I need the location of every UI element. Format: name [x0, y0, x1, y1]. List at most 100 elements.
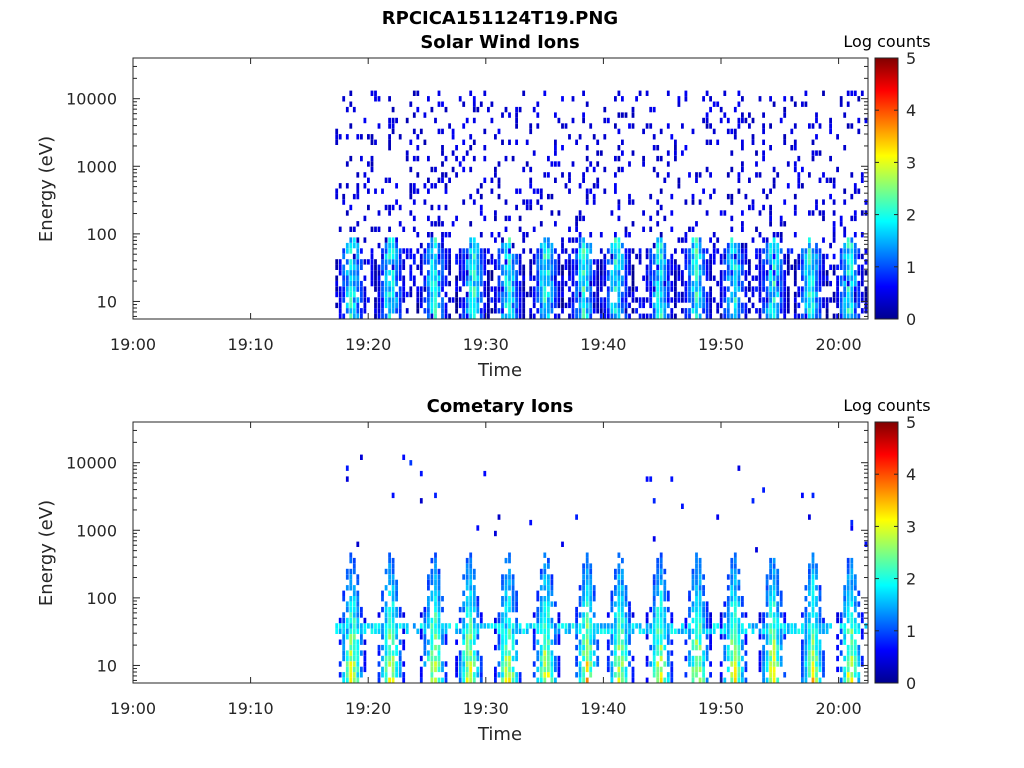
heatmap-cell: [462, 661, 466, 667]
heatmap-cell: [547, 308, 550, 314]
heatmap-cell: [585, 248, 589, 254]
heatmap-cell: [772, 612, 776, 618]
heatmap-cell: [352, 557, 356, 564]
heatmap-cell: [465, 253, 469, 260]
heatmap-cell: [649, 248, 653, 254]
heatmap-cell: [850, 525, 854, 531]
heatmap-cell: [476, 297, 480, 303]
heatmap-cell: [652, 606, 656, 613]
heatmap-cell: [617, 248, 621, 254]
heatmap-cell: [793, 623, 797, 629]
heatmap-cell: [839, 96, 843, 102]
heatmap-cell: [578, 596, 582, 602]
heatmap-cell: [631, 199, 635, 205]
heatmap-cell: [575, 264, 578, 270]
heatmap-cell: [529, 270, 533, 276]
heatmap-cell: [511, 601, 515, 607]
heatmap-cell: [561, 237, 564, 243]
heatmap-cell: [621, 617, 624, 624]
heatmap-cell: [666, 590, 670, 596]
heatmap-cell: [843, 264, 847, 270]
heatmap-cell: [603, 628, 607, 634]
heatmap-cell: [437, 655, 441, 662]
heatmap-cell: [638, 248, 642, 254]
heatmap-cell: [430, 661, 434, 667]
heatmap-cell: [649, 606, 653, 613]
heatmap-cell: [472, 291, 476, 298]
heatmap-cell: [783, 308, 787, 314]
heatmap-cell: [730, 193, 734, 200]
heatmap-cell: [748, 270, 751, 276]
heatmap-cell: [504, 226, 508, 232]
heatmap-cell: [465, 568, 469, 575]
heatmap-cell: [518, 286, 522, 292]
heatmap-cell: [547, 297, 550, 303]
heatmap-cell: [709, 270, 712, 276]
heatmap-cell: [539, 677, 543, 683]
heatmap-cell: [494, 617, 497, 624]
heatmap-cell: [338, 264, 342, 270]
heatmap-cell: [606, 117, 610, 124]
heatmap-cell: [811, 639, 815, 645]
heatmap-cell: [448, 313, 451, 319]
heatmap-cell: [338, 134, 342, 140]
heatmap-cell: [511, 639, 515, 645]
heatmap-cell: [652, 106, 656, 113]
heatmap-cell: [381, 590, 384, 596]
heatmap-cell: [384, 612, 388, 618]
heatmap-cell: [783, 270, 787, 276]
heatmap-cell: [381, 644, 384, 651]
heatmap-cell: [624, 264, 628, 270]
heatmap-cell: [564, 264, 568, 270]
heatmap-cell: [645, 661, 649, 667]
heatmap-cell: [829, 280, 832, 287]
heatmap-cell: [751, 134, 755, 140]
heatmap-cell: [741, 264, 744, 270]
heatmap-cell: [758, 628, 762, 634]
heatmap-cell: [832, 226, 836, 232]
heatmap-cell: [536, 617, 540, 624]
heatmap-cell: [345, 248, 349, 254]
heatmap-cell: [349, 242, 353, 249]
heatmap-cell: [705, 313, 709, 319]
heatmap-cell: [585, 612, 589, 618]
heatmap-cell: [582, 291, 585, 298]
heatmap-cell: [342, 672, 346, 678]
heatmap-cell: [335, 128, 339, 135]
heatmap-cell: [737, 634, 741, 640]
heatmap-cell: [395, 628, 398, 634]
heatmap-cell: [444, 259, 448, 265]
heatmap-cell: [381, 634, 384, 640]
heatmap-cell: [497, 259, 501, 265]
heatmap-cell: [409, 193, 413, 200]
heatmap-cell: [801, 639, 804, 645]
heatmap-cell: [726, 270, 730, 276]
heatmap-cell: [599, 270, 603, 276]
heatmap-cell: [762, 661, 765, 667]
heatmap-cell: [733, 574, 737, 580]
heatmap-cell: [825, 308, 829, 314]
heatmap-cell: [860, 661, 864, 667]
heatmap-cell: [818, 248, 822, 254]
heatmap-cell: [624, 655, 628, 662]
heatmap-cell: [476, 666, 480, 673]
heatmap-cell: [790, 264, 794, 270]
heatmap-cell: [571, 275, 575, 281]
heatmap-cell: [864, 210, 868, 216]
heatmap-cell: [441, 232, 444, 238]
heatmap-cell: [416, 188, 420, 194]
heatmap-cell: [843, 672, 847, 678]
heatmap-cell: [758, 308, 762, 314]
heatmap-cell: [695, 286, 698, 292]
heatmap-cell: [370, 628, 374, 634]
heatmap-cell: [857, 264, 861, 270]
heatmap-cell: [716, 237, 720, 243]
heatmap-cell: [356, 253, 360, 260]
heatmap-cell: [659, 128, 663, 135]
heatmap-cell: [853, 297, 857, 303]
heatmap-cell: [709, 237, 712, 243]
heatmap-cell: [860, 612, 864, 618]
heatmap-cell: [614, 123, 617, 129]
heatmap-cell: [705, 210, 709, 216]
heatmap-cell: [557, 302, 561, 309]
